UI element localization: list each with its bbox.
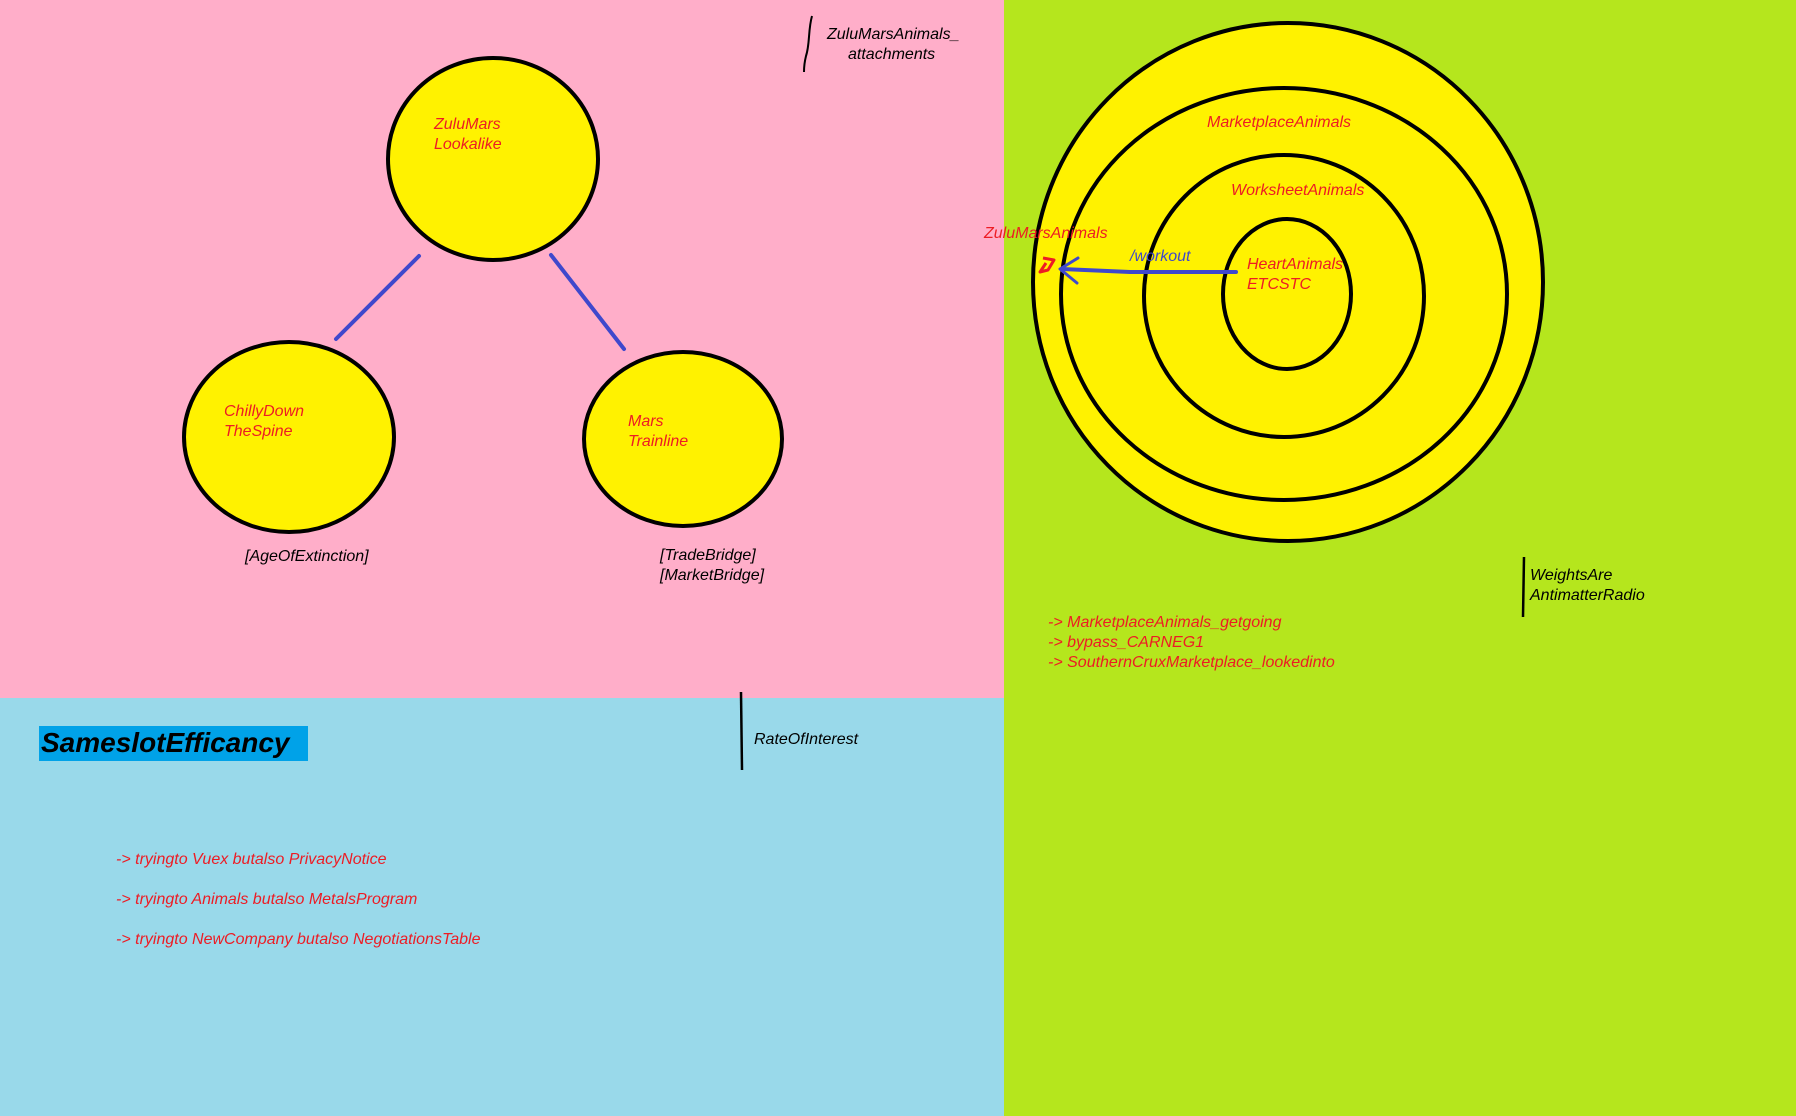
connector-root-right	[549, 253, 626, 351]
weights-bracket	[1521, 556, 1526, 618]
workout-arrow-line	[1060, 267, 1238, 274]
tag-bridges: [TradeBridge] [MarketBridge]	[660, 547, 765, 584]
node-root	[386, 56, 600, 262]
attachments-bracket	[803, 15, 813, 73]
list-item: -> SouthernCruxMarketplace_lookedinto	[1048, 654, 1335, 671]
ring-third-label: WorksheetAnimals	[1231, 182, 1365, 199]
list-item: -> MarketplaceAnimals_getgoing	[1048, 614, 1282, 631]
list-item: -> tryingto NewCompany butalso Negotiati…	[116, 931, 481, 948]
node-right-child	[582, 350, 784, 528]
green-list: -> MarketplaceAnimals_getgoing -> bypass…	[1048, 613, 1335, 673]
list-item: -> tryingto Vuex butalso PrivacyNotice	[116, 851, 387, 868]
blue-list: -> tryingto Vuex butalso PrivacyNotice -…	[116, 850, 481, 970]
ring-core	[1221, 217, 1353, 371]
attachments-note-line2: attachments	[848, 46, 936, 63]
ring-outer-label: ZuluMarsAnimals	[984, 225, 1108, 242]
connector-root-left	[334, 254, 421, 341]
tag-age-of-extinction: [AgeOfExtinction]	[245, 548, 369, 565]
rate-of-interest-note: RateOfInterest	[754, 731, 859, 748]
section-title: SameslotEfficancy	[41, 727, 290, 758]
blue-panel	[0, 698, 1004, 1116]
list-item: -> tryingto Animals butalso MetalsProgra…	[116, 891, 418, 908]
weights-note: WeightsAre AntimatterRadio	[1530, 567, 1645, 604]
workout-arrow-label: /workout	[1130, 248, 1191, 265]
attachments-note-line1: ZuluMarsAnimals_	[827, 26, 960, 43]
node-root-label: ZuluMars Lookalike	[434, 116, 502, 153]
workout-arrow-head	[1058, 256, 1080, 285]
ring-core-label: HeartAnimals ETCSTC	[1247, 256, 1344, 293]
node-left-label: ChillyDown TheSpine	[224, 403, 305, 440]
section-title-highlight	[39, 726, 308, 761]
rate-bracket	[739, 691, 744, 771]
ring-second-label: MarketplaceAnimals	[1207, 114, 1352, 131]
node-right-label: Mars Trainline	[628, 413, 689, 450]
red-marker-icon	[1038, 256, 1056, 274]
node-left-child	[182, 340, 396, 534]
list-item: -> bypass_CARNEG1	[1048, 634, 1205, 651]
